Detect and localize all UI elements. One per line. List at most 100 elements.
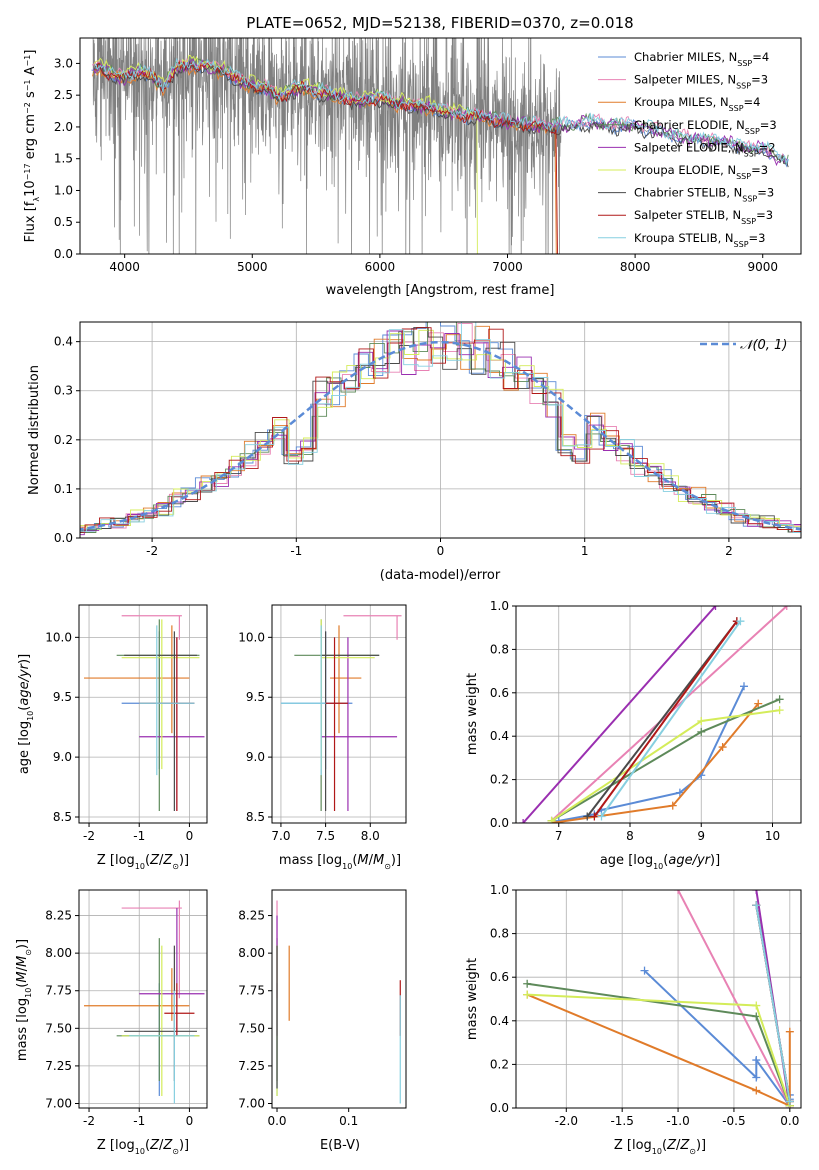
x-axis-label: mass [log10(M/M⊙)] [279,853,401,871]
y-tick-label: 9.5 [246,690,265,704]
data-marker [711,606,720,610]
x-axis-label: E(B-V) [320,1138,360,1153]
y-tick-label: 0.0 [54,247,73,261]
hist-step-salpeter-elodie [80,330,801,536]
y-tick-label: 0.8 [490,927,509,941]
model-line-chabrier-stelib [94,60,789,168]
x-tick-label: 10 [765,829,780,843]
legend-entry: Kroupa STELIB, NSSP=3 [634,231,765,249]
axes-frame [515,889,802,1109]
model-line-chabrier-miles [91,58,789,168]
data-marker [752,1086,761,1095]
axes-age_vs_Z: -2 -1 0 8.5 9.0 9.5 10.0 [45,604,208,843]
y-tick-label: 0.6 [490,686,509,700]
data-marker [752,1001,761,1010]
series-line [677,890,791,1107]
x-axis-label: age [log10(age/yr)] [600,853,720,871]
y-tick-label: 7.50 [238,1021,265,1035]
x-tick-label: -2.0 [555,1114,578,1128]
y-tick-label: 10.0 [45,630,72,644]
y-tick-label: 1.0 [490,883,509,897]
y-tick-label: 8.25 [45,909,72,923]
y-tick-label: 0.0 [490,1101,509,1115]
data-marker [752,890,761,894]
hist-step-salpeter-stelib [80,327,801,533]
x-tick-label: 7 [555,829,563,843]
y-tick-label: 8.5 [246,810,265,824]
y-tick-label: 1.5 [54,152,73,166]
y-tick-label: 9.0 [53,750,72,764]
x-tick-label: 0 [437,544,445,558]
frame-group: -2.0 -1.5 -1.0 -0.5 0.0 0.0 0.2 0.4 0.6 0.8 1.0 [490,883,802,1128]
plot-area [84,615,205,812]
model-line-salpeter-stelib [94,60,558,254]
data-marker [782,606,791,610]
x-tick-label: 7000 [492,260,523,274]
legend-entry: Salpeter MILES, NSSP=3 [634,73,768,91]
series-line [593,620,738,818]
y-tick-label: 0.6 [490,970,509,984]
y-tick-label: 0.2 [490,1057,509,1071]
figure-title: PLATE=0652, MJD=52138, FIBERID=0370, z=0… [246,14,633,32]
x-tick-label: 1 [581,544,589,558]
legend-entry: Chabrier STELIB, NSSP=3 [634,186,774,204]
frame-group: -2 -1 0 8.5 9.0 9.5 10.0 [45,604,208,843]
frame-group: 7.0 7.5 8.0 8.5 9.0 9.5 10.0 [238,604,407,843]
y-tick-label: 2.0 [54,120,73,134]
x-tick-label: -0.5 [722,1114,745,1128]
data-marker [523,990,532,999]
frame-group: 0.0 0.1 7.00 7.25 7.50 7.75 8.00 8.25 [238,889,407,1128]
x-tick-label: -2 [146,544,158,558]
x-tick-label: 0.0 [780,1114,799,1128]
x-tick-label: -2 [83,829,95,843]
data-marker [752,1056,761,1065]
data-marker [754,699,763,708]
x-tick-label: 4000 [109,260,140,274]
x-tick-label: -1.0 [666,1114,689,1128]
axes-mass_vs_ebv: 0.0 0.1 7.00 7.25 7.50 7.75 8.00 8.25 [238,889,407,1128]
y-tick-label: 1.0 [54,183,73,197]
data-marker [718,743,727,752]
y-tick-label: 0.3 [54,384,73,398]
legend-entry: 𝒩(0, 1) [740,338,787,353]
frame-group: 7 8 9 10 0.0 0.2 0.4 0.6 0.8 1.0 [490,599,802,843]
y-tick-label: 0.0 [490,816,509,830]
hist-step-chabrier-elodie [80,322,801,533]
data-marker [775,706,784,715]
plot-area [80,322,801,536]
axes-frame [78,889,208,1109]
x-tick-label: -1.5 [610,1114,633,1128]
y-tick-label: 7.75 [238,984,265,998]
x-tick-label: 8 [626,829,634,843]
series-line [522,606,717,823]
data-marker [785,1027,794,1036]
legend: Chabrier MILES, NSSP=4 Salpeter MILES, NS… [598,50,777,248]
y-tick-label: 0.1 [54,482,73,496]
x-tick-label: 6000 [365,260,396,274]
axes-mass_weight_vs_Z: -2.0 -1.5 -1.0 -0.5 0.0 0.0 0.2 0.4 0.6 0.8 1.0 [490,883,802,1128]
plot-area [280,615,402,812]
legend-entry: Kroupa MILES, NSSP=4 [634,95,760,113]
x-tick-label: -2 [83,1114,95,1128]
x-tick-label: 9000 [747,260,778,274]
x-tick-label: 0.0 [267,1114,286,1128]
y-tick-label: 3.0 [54,56,73,70]
y-tick-label: 0.4 [490,729,509,743]
y-axis-label: Flux [fλ10−17 erg cm−2 s−1 A−1] [23,50,41,243]
legend-entry: Kroupa ELODIE, NSSP=3 [634,163,768,181]
legend-entry: Salpeter STELIB, NSSP=3 [634,208,773,226]
x-axis-label: Z [log10(Z/Z⊙)] [614,1138,706,1156]
data-marker [785,1097,794,1106]
y-tick-label: 7.50 [45,1021,72,1035]
y-tick-label: 2.5 [54,88,73,102]
plot-area [523,890,794,1108]
x-tick-label: 5000 [237,260,268,274]
y-tick-label: 0.8 [490,642,509,656]
data-marker [590,812,599,821]
data-marker [736,617,745,626]
x-tick-label: 7.0 [271,829,290,843]
series-line [551,702,760,823]
y-tick-label: 8.5 [53,810,72,824]
y-tick-label: 0.4 [54,335,73,349]
x-axis-label: Z [log10(Z/Z⊙)] [97,1138,189,1156]
